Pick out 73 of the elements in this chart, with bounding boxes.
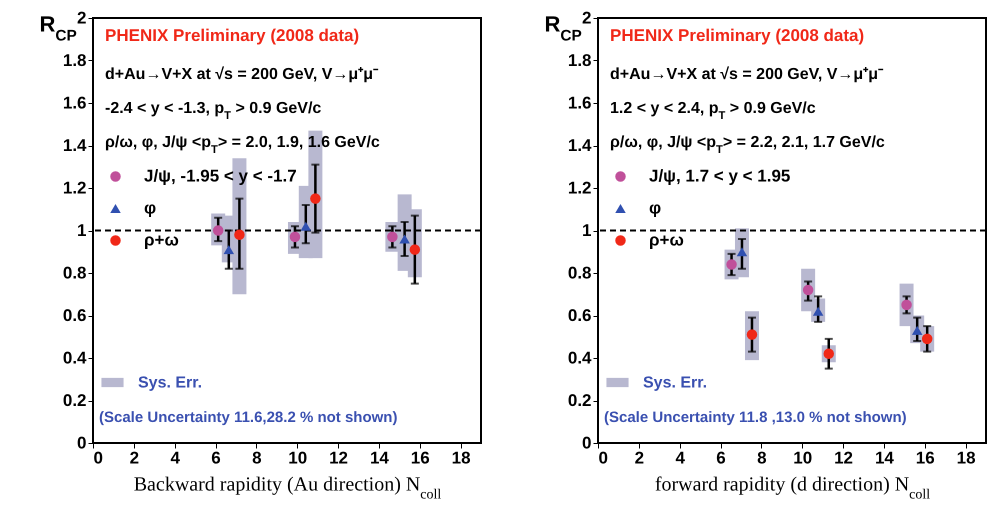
annotation: d+Au→V+X at √s = 200 GeV, V→μ⁺μ⁻ [610,66,884,83]
y-axis-title: R$_{CP}$ [544,12,582,44]
y-tick-label: 0.4 [568,348,592,368]
y-tick-label: 1.4 [568,136,592,155]
legend-label: J/ψ, 1.7 < y < 1.95 [649,166,790,186]
point [310,193,321,204]
y-tick-label: 0.8 [568,264,592,282]
y-tick-label: 1.8 [62,51,86,70]
x-tick-label: 12 [329,448,348,468]
point [399,234,410,244]
x-tick-label: 8 [252,448,262,468]
x-tick-label: 4 [675,448,686,468]
legend-label: ρ+ω [649,230,684,250]
x-tick-label: 10 [793,448,812,468]
annotation: (Scale Uncertainty 11.8 ,13.0 % not shown) [604,409,907,426]
legend-label: Sys. Err. [643,374,708,392]
annotation: ρ/ω, φ, J/ψ <p$_{T}$> = 2.2, 2.1, 1.7 GeV/c [610,134,885,156]
x-tick-label: 6 [211,448,221,468]
y-tick-label: 1.6 [568,94,592,112]
annotation: 1.2 < y < 2.4, p$_{T}$ > 0.9 GeV/c [610,100,816,122]
y-tick-label: 1.4 [62,136,88,155]
y-tick-label: 1.6 [62,94,86,112]
x-tick-label: 16 [916,448,935,468]
annotation: d+Au→V+X at √s = 200 GeV, V→μ⁺μ⁻ [105,66,379,83]
y-tick-label: 0 [582,434,592,452]
x-axis-title: forward rapidity (d direction) N$_{coll}$ [654,474,930,502]
legend-label: ρ+ω [144,230,179,250]
x-tick-label: 18 [956,448,976,468]
x-tick-label: 4 [170,448,180,468]
y-tick-label: 1 [582,221,592,240]
point [746,329,758,340]
point [224,245,234,254]
x-tick-label: 8 [757,448,767,468]
y-tick-label: 2 [77,8,86,28]
legend-label: φ [144,198,156,218]
y-tick-label: 2 [582,8,592,28]
annotation: ρ/ω, φ, J/ψ <p$_{T}$> = 2.0, 1.9, 1.6 GeV/c [105,134,380,156]
point [300,222,312,231]
y-tick-label: 0 [77,434,86,452]
x-tick-label: 18 [452,448,471,468]
x-tick-label: 10 [288,448,308,468]
point [736,247,748,256]
y-tick-label: 0.2 [568,391,592,410]
point [410,244,420,255]
x-tick-label: 16 [410,448,430,468]
y-tick-label: 1.2 [62,178,86,198]
point [290,232,300,242]
y-tick-label: 0.6 [62,306,86,325]
x-tick-label: 2 [634,448,644,468]
y-tick-label: 0.4 [62,348,88,368]
legend-label: Sys. Err. [138,374,202,392]
y-axis-title: R$_{CP}$ [40,12,77,44]
y-tick-label: 1.8 [568,51,592,70]
text: PHENIX Preliminary (2008 data) [105,26,360,45]
x-tick-label: 0 [598,448,608,468]
y-tick-label: 0.2 [62,391,86,410]
x-tick-label: 6 [716,448,726,468]
x-tick-label: 14 [874,448,894,468]
text: PHENIX Preliminary (2008 data) [610,26,864,45]
x-tick-label: 12 [834,448,854,468]
y-tick-label: 1 [77,221,86,240]
y-tick-label: 1.2 [568,178,592,198]
x-tick-label: 14 [370,448,390,468]
annotation: -2.4 < y < -1.3, p$_{T}$ > 0.9 GeV/c [105,100,322,122]
legend-label: φ [649,198,662,218]
annotation: (Scale Uncertainty 11.6,28.2 % not shown) [99,409,398,426]
y-tick-label: 0.8 [62,264,86,282]
x-axis-title: Backward rapidity (Au direction) N$_{coll}$ [134,474,442,502]
y-tick-label: 0.6 [568,306,592,325]
x-tick-label: 2 [130,448,140,468]
legend-label: J/ψ, -1.95 < y < -1.7 [144,166,297,186]
point [234,230,245,240]
x-tick-label: 0 [94,448,103,468]
